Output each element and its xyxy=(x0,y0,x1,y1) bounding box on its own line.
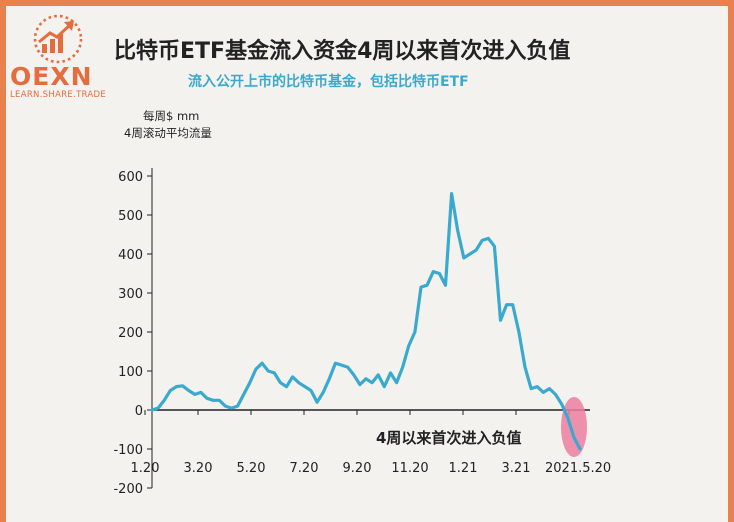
chart-subtitle: 流入公开上市的比特币基金，包括比特币ETF xyxy=(188,74,469,90)
logo-arrow-head xyxy=(64,21,74,31)
x-tick-label: 1.21 xyxy=(449,461,478,476)
x-tick-label: 2021.5.20 xyxy=(545,461,611,476)
x-tick-label: 11.20 xyxy=(391,461,428,476)
y-tick-label: 0 xyxy=(135,404,143,419)
oexn-logo-emblem xyxy=(33,14,83,64)
y-axis-label-line-1: 每周$ mm xyxy=(143,109,200,123)
x-tick-label: 1.20 xyxy=(131,461,160,476)
series-line xyxy=(150,192,582,451)
y-tick-label: 600 xyxy=(118,170,143,185)
negative-highlight-ellipse xyxy=(561,397,587,457)
chart-card xyxy=(6,6,728,522)
logo-bar-3 xyxy=(58,34,63,53)
logo-dotted-ring xyxy=(33,14,83,64)
logo-tagline: LEARN.SHARE.TRADE xyxy=(10,90,107,100)
x-axis: 1.20 3.20 5.20 7.20 9.20 11.20 1.21 3.21 2021.5.… xyxy=(131,409,611,476)
annotation-label: 4周以来首次进入负值 xyxy=(376,429,521,447)
y-tick-label: -200 xyxy=(113,482,143,497)
logo-bar-1 xyxy=(42,44,47,53)
y-tick-label: 200 xyxy=(118,326,143,341)
x-tick-label: 7.20 xyxy=(290,461,319,476)
y-axis: 600 500 400 300 200 100 0 -100 -200 xyxy=(113,168,153,497)
y-tick-label: 500 xyxy=(118,209,143,224)
y-tick-label: 100 xyxy=(118,365,143,380)
logo-bar-2 xyxy=(50,39,55,53)
logo-wordmark: OEXN xyxy=(10,62,93,91)
chart-title: 比特币ETF基金流入资金4周以来首次进入负值 xyxy=(114,39,571,64)
y-tick-label: -100 xyxy=(113,443,143,458)
y-tick-label: 400 xyxy=(118,248,143,263)
x-tick-label: 3.20 xyxy=(184,461,213,476)
x-tick-label: 5.20 xyxy=(237,461,266,476)
y-tick-label: 300 xyxy=(118,287,143,302)
x-tick-label: 9.20 xyxy=(343,461,372,476)
y-axis-label-line-2: 4周滚动平均流量 xyxy=(124,126,212,140)
x-tick-label: 3.21 xyxy=(502,461,531,476)
logo-trend-arrow xyxy=(38,23,72,44)
